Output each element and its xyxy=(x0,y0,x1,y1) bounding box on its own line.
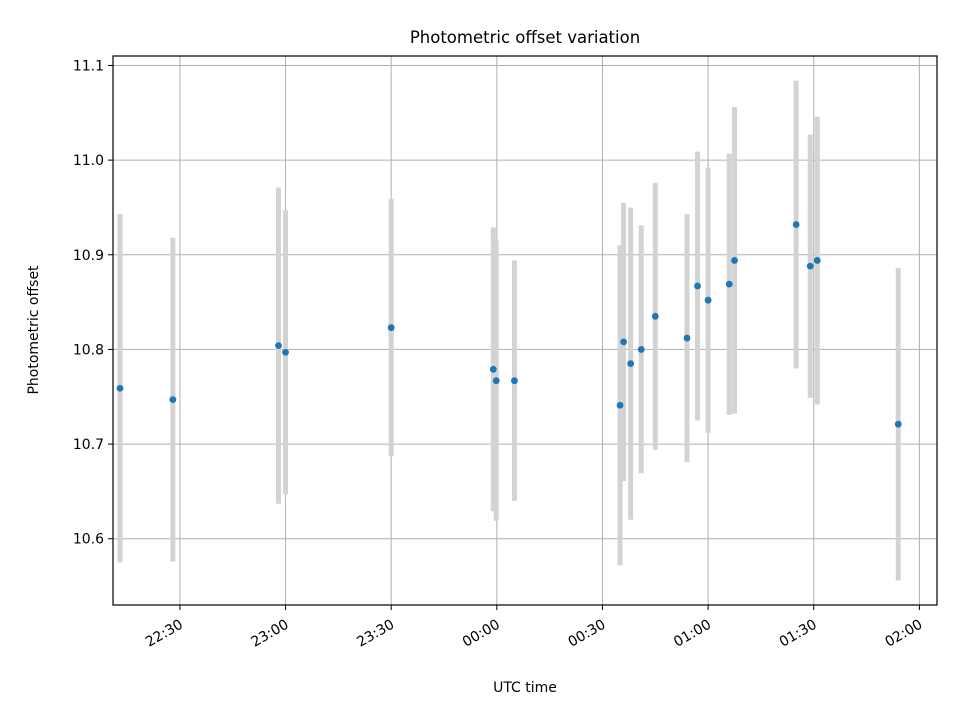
data-point xyxy=(620,338,627,346)
data-point xyxy=(282,348,289,356)
data-point xyxy=(116,384,124,392)
data-point xyxy=(813,257,821,264)
data-point xyxy=(492,377,500,385)
y-tick-label: 10.7 xyxy=(73,437,104,453)
data-point xyxy=(894,420,902,428)
chart-title: Photometric offset variation xyxy=(410,28,640,47)
y-tick-label: 10.6 xyxy=(73,532,104,548)
y-tick-label: 11.0 xyxy=(73,153,104,169)
data-points xyxy=(116,221,902,428)
data-point xyxy=(731,257,738,264)
data-point xyxy=(637,346,645,353)
data-point xyxy=(651,312,659,320)
data-point xyxy=(806,262,814,270)
data-point xyxy=(694,282,701,290)
data-point xyxy=(275,342,282,350)
y-tick-label: 10.9 xyxy=(73,248,104,264)
data-point xyxy=(511,377,518,385)
data-point xyxy=(616,401,624,409)
plot-frame xyxy=(112,55,938,606)
data-point xyxy=(792,221,800,228)
data-point xyxy=(704,296,712,304)
data-point xyxy=(725,280,733,288)
data-point xyxy=(169,396,177,403)
data-point xyxy=(387,324,395,332)
y-tick-label: 10.8 xyxy=(73,342,104,358)
y-tick-label: 11.1 xyxy=(73,58,104,74)
data-point xyxy=(489,365,497,373)
x-axis-label: UTC time xyxy=(493,680,557,696)
data-point xyxy=(683,334,691,342)
y-axis: 10.6 10.7 10.8 10.9 11.0 11.1 xyxy=(73,58,113,548)
data-point xyxy=(627,360,635,368)
y-axis-label: Photometric offset xyxy=(26,265,42,395)
